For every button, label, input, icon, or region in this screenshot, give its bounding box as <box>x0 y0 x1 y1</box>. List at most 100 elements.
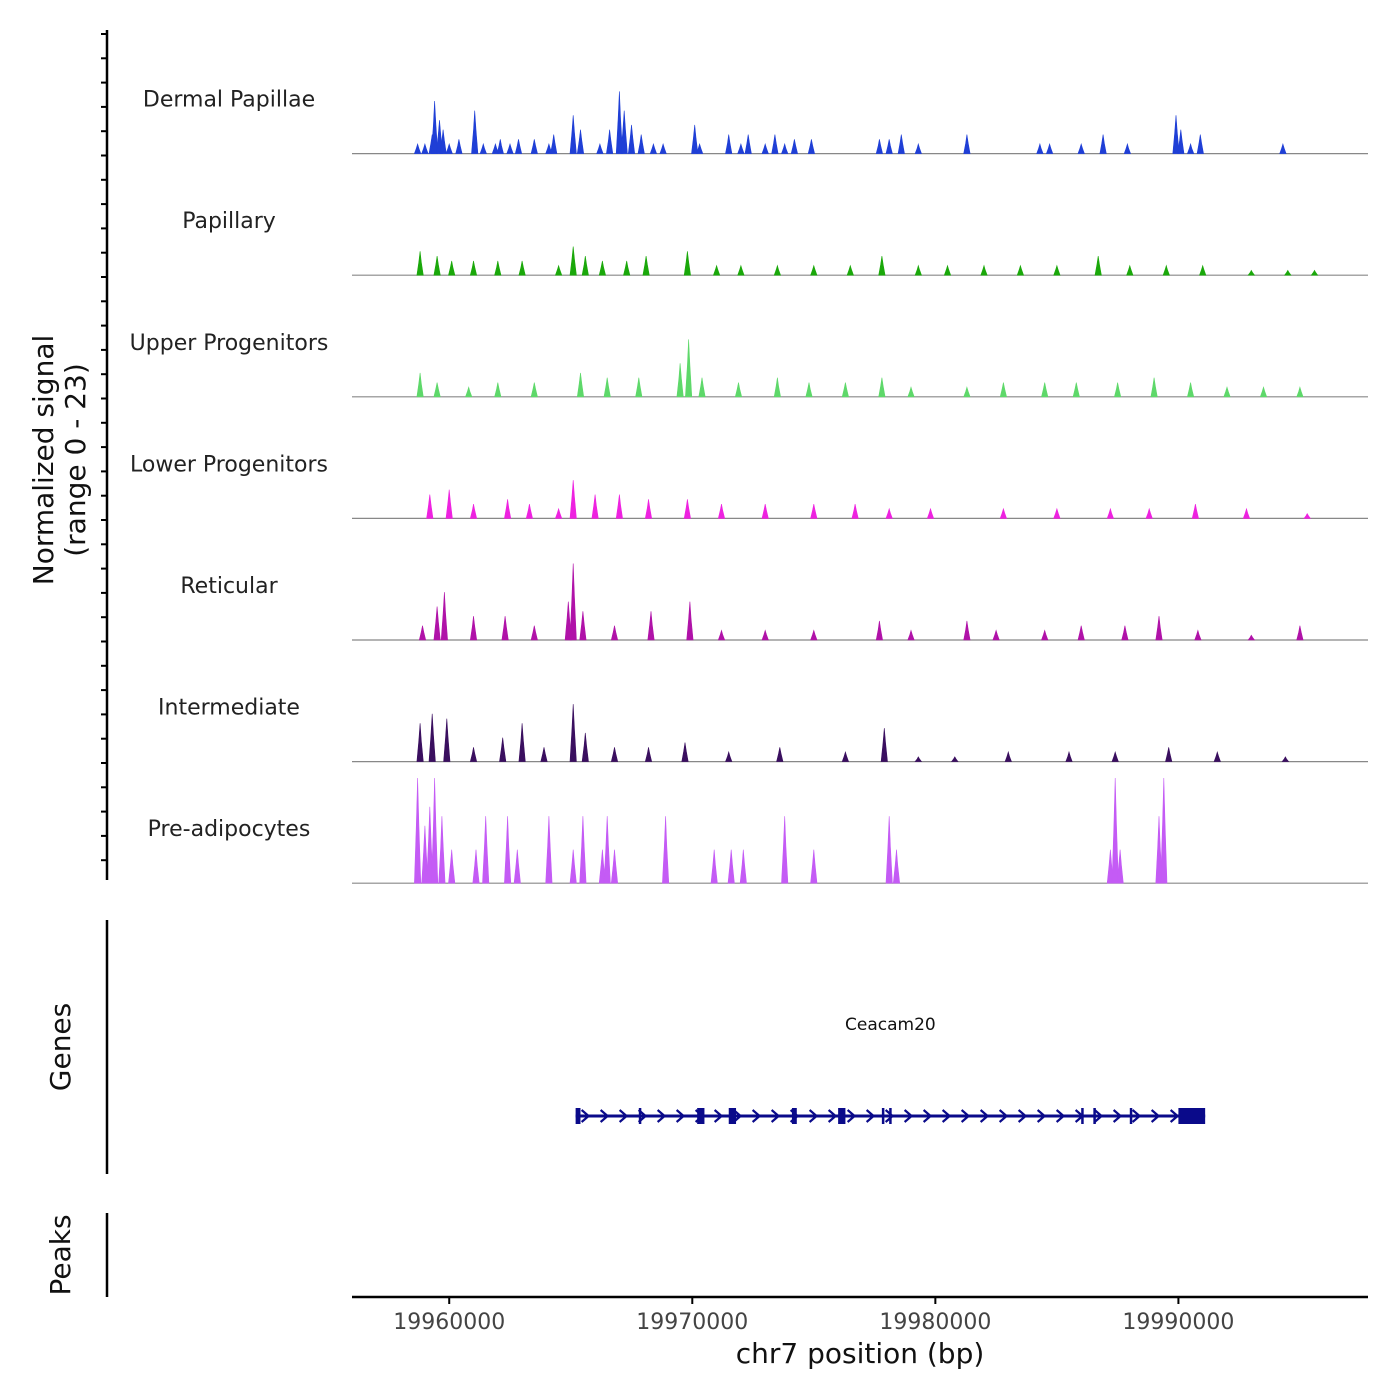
signal-peak <box>1199 264 1207 276</box>
signal-peak <box>469 616 478 641</box>
signal-peak <box>914 142 922 154</box>
track-pre-adipocytes: Pre-adipocytes <box>148 777 1368 884</box>
gene-exon <box>791 1108 797 1124</box>
signal-peak <box>1126 264 1134 276</box>
y-axis-title-line1: Normalized signal <box>27 335 60 586</box>
gene-exon <box>881 1108 885 1124</box>
signal-peak <box>846 264 854 276</box>
signal-peak <box>1187 382 1195 398</box>
signal-peak <box>1247 634 1256 641</box>
signal-peak <box>1223 386 1231 398</box>
signal-peak <box>530 139 538 154</box>
peaks-panel: Peaks <box>44 1213 109 1297</box>
signal-peak <box>439 129 447 154</box>
signal-peak <box>1247 269 1256 276</box>
track-label: Lower Progenitors <box>130 452 328 477</box>
signal-peak <box>951 756 959 762</box>
signal-peak <box>504 499 512 519</box>
gene-exon <box>697 1108 705 1124</box>
signal-peak <box>579 611 587 641</box>
signal-peak <box>737 264 745 276</box>
signal-peak <box>685 339 693 398</box>
signal-peak <box>469 747 478 762</box>
strand-arrow <box>1055 1109 1066 1123</box>
signal-peak <box>554 507 563 519</box>
signal-peak <box>841 382 849 398</box>
signal-peak <box>1279 142 1287 154</box>
strand-arrow <box>1131 1109 1142 1123</box>
signal-peak <box>1041 382 1049 398</box>
signal-peak <box>445 489 453 519</box>
signal-peak <box>1099 134 1107 154</box>
signal-peak <box>443 718 451 762</box>
signal-peak <box>744 134 752 154</box>
signal-peak <box>610 747 619 762</box>
strand-arrow <box>827 1109 838 1123</box>
strand-arrow <box>751 1109 762 1123</box>
signal-peak <box>433 606 441 641</box>
signal-peak <box>591 494 599 519</box>
signal-peak <box>907 386 915 398</box>
strand-arrow <box>1036 1109 1047 1123</box>
signal-peak <box>569 246 577 276</box>
signal-peak <box>717 504 726 519</box>
signal-peak <box>943 264 952 276</box>
signal-peak <box>1284 269 1292 276</box>
signal-peak <box>1106 507 1115 519</box>
signal-peak <box>1242 507 1251 519</box>
signal-peak <box>433 382 441 398</box>
signal-peak <box>1045 142 1054 154</box>
signal-peak <box>504 816 512 884</box>
signal-peak <box>418 625 427 641</box>
signal-peak <box>1196 134 1204 154</box>
peaks-panel-title: Peaks <box>44 1214 77 1295</box>
strand-arrow <box>979 1109 990 1123</box>
coverage-panel: Normalized signal (range 0 - 23) Dermal … <box>27 30 1368 884</box>
signal-peak <box>482 816 490 884</box>
signal-peak <box>569 849 577 884</box>
gene-exon <box>1093 1108 1096 1124</box>
gene-exon <box>1081 1108 1084 1124</box>
signal-peak <box>662 816 670 884</box>
signal-peak <box>710 849 718 884</box>
signal-peak <box>1191 504 1199 519</box>
signal-peak <box>1296 386 1304 398</box>
signal-peak <box>875 139 883 154</box>
signal-peak <box>781 142 789 154</box>
gene-exon <box>728 1108 737 1124</box>
signal-peak <box>885 507 893 519</box>
signal-peak <box>1053 264 1061 276</box>
signal-peak <box>499 737 507 762</box>
gene-exon <box>638 1108 642 1124</box>
strand-arrow <box>599 1109 610 1123</box>
signal-peak <box>530 625 538 641</box>
signal-peak <box>606 129 614 154</box>
signal-peak <box>1213 750 1221 762</box>
signal-peak <box>875 620 883 641</box>
signal-peak <box>773 264 782 276</box>
signal-peak <box>810 849 818 884</box>
signal-peak <box>1116 849 1124 884</box>
signal-peak <box>963 620 971 641</box>
signal-peak <box>426 494 434 519</box>
gene-exon <box>1129 1108 1133 1124</box>
signal-peak <box>810 629 818 641</box>
coverage-tracks: Dermal Papillae Papillary Upper Progenitor… <box>130 88 1368 884</box>
signal-peak <box>676 363 684 398</box>
signal-peak <box>999 507 1008 519</box>
signal-peak <box>1296 625 1304 641</box>
signal-peak <box>914 264 922 276</box>
x-tick-label: 19980000 <box>879 1310 991 1335</box>
signal-peak <box>1077 625 1085 641</box>
track-label: Reticular <box>180 574 278 599</box>
signal-peak <box>805 382 813 398</box>
signal-peak <box>963 386 971 398</box>
signal-peak <box>448 849 456 884</box>
signal-peak <box>926 507 935 519</box>
signal-peak <box>1036 142 1044 154</box>
strand-arrow <box>1150 1109 1161 1123</box>
signal-peak <box>647 611 655 641</box>
signal-peak <box>644 747 653 762</box>
signal-peak <box>525 504 533 519</box>
signal-peak <box>773 377 781 398</box>
